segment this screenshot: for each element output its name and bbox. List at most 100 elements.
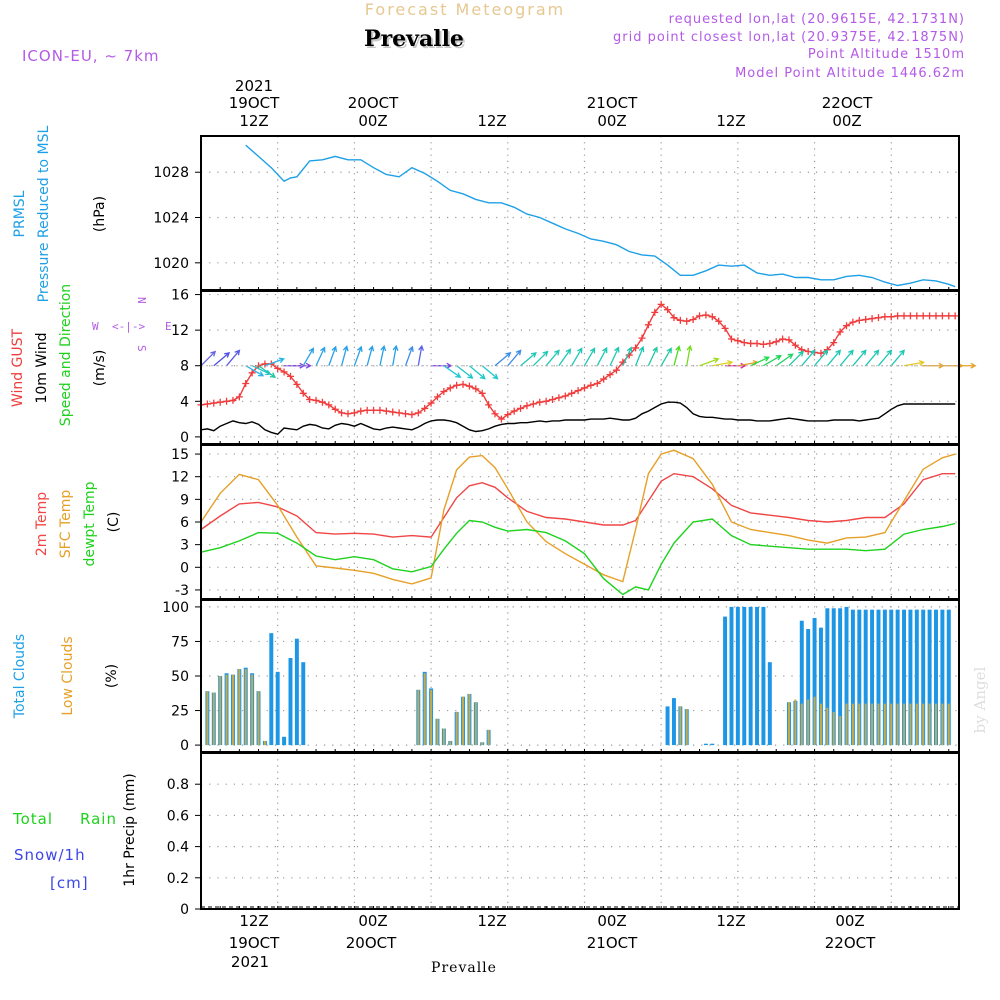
- low-cloud-bar: [231, 674, 234, 746]
- gust-marker: [753, 339, 761, 347]
- bottom-date-2: 20OCT: [346, 934, 397, 952]
- gust-marker: [350, 409, 358, 417]
- gust-marker: [612, 366, 620, 374]
- gust-marker: [580, 384, 588, 392]
- total-cloud-bar: [940, 609, 945, 746]
- low-cloud-bar: [858, 703, 861, 746]
- wind-arrow: [481, 365, 499, 380]
- model-label: ICON-EU, ~ 7km: [22, 47, 160, 65]
- low-cloud-bar: [800, 703, 803, 746]
- total-cloud-bar: [799, 620, 804, 746]
- gust-marker: [727, 335, 735, 343]
- low-cloud-bar: [679, 706, 682, 746]
- low-cloud-bar: [788, 702, 790, 746]
- bottom-hour-1: 12Z: [239, 912, 268, 930]
- wind-arrow: [507, 349, 522, 367]
- y-tick-label: 8: [180, 359, 189, 375]
- low-cloud-bar: [890, 703, 893, 746]
- wind-arrow: [264, 357, 285, 367]
- low-cloud-bar: [896, 703, 899, 746]
- low-cloud-bar: [225, 674, 228, 746]
- series-10m-wind: [200, 401, 956, 435]
- y-tick-label: 0.6: [167, 808, 189, 824]
- total-cloud-bar: [844, 606, 849, 746]
- y-tick-label: 0.8: [167, 777, 189, 793]
- gust-marker: [938, 312, 946, 320]
- wind-arrow: [852, 349, 867, 367]
- gust-marker: [427, 399, 435, 407]
- gust-marker: [926, 312, 934, 320]
- y-tick-label: 9: [180, 492, 189, 508]
- footer-location: Prevalle: [431, 960, 497, 976]
- gust-marker: [651, 308, 659, 316]
- wind-arrow: [532, 350, 549, 367]
- total-cloud-bar: [710, 743, 715, 746]
- series-2m-temp: [200, 472, 956, 538]
- gust-marker: [235, 393, 243, 401]
- gust-marker: [299, 389, 307, 397]
- low-cloud-bar: [442, 728, 445, 746]
- wind-arrow: [750, 356, 771, 367]
- gust-marker: [600, 375, 608, 383]
- watermark: by Angel: [971, 666, 989, 733]
- wind-arrow: [353, 345, 363, 366]
- wind-arrow: [392, 344, 399, 366]
- bottom-hour-5: 12Z: [716, 912, 745, 930]
- y-tick-label: -3: [175, 583, 189, 599]
- location-title: Prevalle: [364, 26, 464, 52]
- model-point-altitude: Model Point Altitude 1446.62m: [735, 66, 965, 81]
- y-tick-label: 1020: [153, 256, 189, 272]
- wind-arrow: [903, 360, 926, 367]
- wind-arrow: [213, 351, 231, 367]
- low-cloud-bar: [871, 703, 874, 746]
- bottom-hour-3: 12Z: [477, 912, 506, 930]
- total-cloud-bar: [729, 606, 734, 746]
- total-cloud-bar: [703, 743, 708, 746]
- y-tick-label: 0: [180, 902, 189, 918]
- wind-arrow: [258, 365, 277, 378]
- gust-marker: [721, 324, 729, 332]
- y-tick-label: 75: [171, 634, 189, 650]
- gust-marker: [223, 397, 231, 405]
- low-cloud-bar: [915, 703, 918, 746]
- gust-marker: [210, 399, 218, 407]
- low-cloud-bar: [474, 702, 477, 746]
- gust-marker: [951, 312, 959, 320]
- low-cloud-bar: [947, 703, 950, 746]
- bottom-hour-6: 00Z: [835, 912, 864, 930]
- wind-arrow: [315, 346, 326, 366]
- gust-marker: [395, 409, 403, 417]
- wind-arrow: [226, 349, 241, 367]
- low-cloud-bar: [430, 689, 433, 746]
- wind-arrow: [245, 365, 265, 377]
- gust-marker: [900, 312, 908, 320]
- total-cloud-bar: [934, 609, 938, 746]
- low-cloud-bar: [909, 703, 912, 746]
- total-cloud-bar: [288, 658, 293, 746]
- low-cloud-bar: [864, 703, 867, 746]
- panel-2: 0 4 8 12 16: [171, 288, 977, 446]
- gust-marker: [382, 407, 390, 415]
- gust-marker: [606, 371, 614, 379]
- low-cloud-bar: [903, 703, 906, 746]
- gust-marker: [887, 313, 895, 321]
- low-cloud-bar: [826, 707, 829, 746]
- low-cloud-bar: [794, 699, 797, 746]
- total-cloud-bar: [742, 606, 747, 746]
- total-cloud-bar: [863, 609, 868, 746]
- compass-north: N: [135, 297, 148, 304]
- total-cloud-bar: [882, 609, 887, 746]
- rain-label: Rain: [80, 810, 117, 828]
- gust-marker: [542, 397, 550, 405]
- gust-marker: [549, 396, 557, 404]
- point-altitude: Point Altitude 1510m: [808, 47, 965, 62]
- wind-arrow: [788, 350, 805, 367]
- wind-arrow: [366, 345, 375, 366]
- panel-1: 1020 1024 1028: [153, 135, 960, 291]
- wind-arrow: [635, 345, 645, 366]
- gust-marker: [715, 317, 723, 325]
- y-tick-label: 1028: [153, 165, 189, 181]
- total-clouds-label: Total Clouds: [12, 634, 28, 719]
- pct-label: (%): [104, 664, 120, 688]
